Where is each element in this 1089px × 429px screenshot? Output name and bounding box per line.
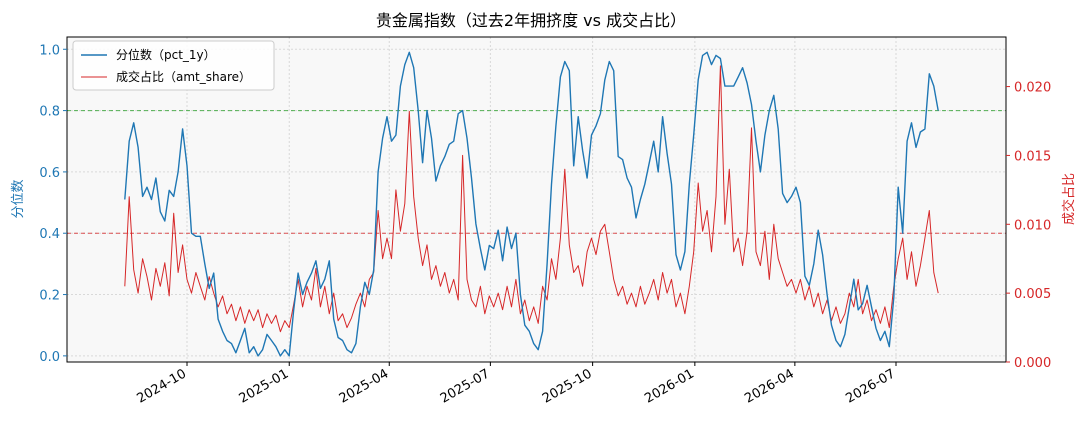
left-tick-label: 0.6 (39, 166, 60, 181)
series-layer (124, 51, 939, 357)
right-axis-label: 成交占比 (1061, 173, 1077, 225)
x-axis-ticks: 2024-10 2025-01 2025-04 2025-07 2025-10 2026-… (134, 362, 898, 407)
x-tick-label: 2026-07 (843, 366, 898, 406)
series-line-pct-1y (124, 51, 939, 357)
series-line-amt-share (124, 65, 939, 333)
right-tick-label: 0.020 (1014, 81, 1051, 96)
x-tick-label: 2025-07 (438, 366, 493, 406)
right-tick-label: 0.015 (1014, 149, 1051, 164)
plot-frame (66, 36, 1007, 363)
legend: 分位数（pct_1y） 成交占比（amt_share） (72, 40, 275, 91)
right-tick-label: 0.010 (1014, 218, 1051, 233)
legend-label-pct: 分位数（pct_1y） (116, 47, 216, 62)
x-tick-label: 2025-04 (337, 366, 392, 406)
right-axis-ticks: 0.000 0.005 0.010 0.015 0.020 (1006, 81, 1051, 371)
right-tick-label: 0.000 (1014, 356, 1051, 371)
reference-lines (67, 110, 1006, 234)
left-tick-label: 0.4 (39, 227, 60, 242)
left-tick-label: 0.8 (39, 105, 60, 120)
x-tick-label: 2026-04 (742, 366, 797, 406)
left-axis-ticks: 0.0 0.2 0.4 0.6 0.8 1.0 (39, 43, 67, 365)
x-tick-label: 2025-10 (540, 366, 595, 406)
left-tick-label: 0.2 (39, 289, 60, 304)
chart-title: 贵金属指数（过去2年拥挤度 vs 成交占比） (376, 11, 686, 30)
left-tick-label: 0.0 (39, 350, 60, 365)
legend-label-amt: 成交占比（amt_share） (116, 69, 251, 84)
x-tick-label: 2024-10 (134, 366, 189, 406)
left-axis-label: 分位数 (11, 179, 26, 218)
right-tick-label: 0.005 (1014, 287, 1051, 302)
legend-box (72, 40, 275, 91)
left-tick-label: 1.0 (39, 43, 60, 58)
x-tick-label: 2025-01 (237, 366, 292, 406)
x-tick-label: 2026-01 (642, 366, 697, 406)
